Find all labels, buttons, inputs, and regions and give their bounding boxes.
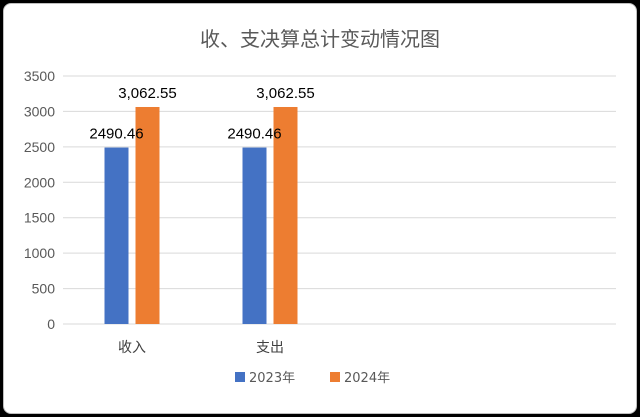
- data-labels: 2490.46 3,062.55 2490.46 3,062.55: [89, 85, 314, 143]
- legend: 2023年 2024年: [235, 371, 390, 386]
- y-tick-label: 2000: [24, 174, 55, 190]
- y-tick-label: 0: [47, 316, 55, 332]
- legend-label: 2023年: [249, 371, 295, 386]
- y-tick-label: 3000: [24, 103, 55, 119]
- legend-label: 2024年: [344, 371, 390, 386]
- bar-收入-2024年: [135, 106, 160, 324]
- y-tick-label: 3500: [24, 68, 55, 84]
- data-label: 3,062.55: [256, 85, 314, 102]
- x-axis-categories: 收入 支出: [118, 340, 284, 356]
- x-category-label: 支出: [256, 340, 284, 356]
- bar-chart: 收、支决算总计变动情况图 0 500 1000 1500 2000 2500 3000 350…: [24, 27, 616, 386]
- legend-swatch: [235, 372, 245, 382]
- bar-支出-2024年: [273, 106, 298, 324]
- y-tick-label: 500: [32, 281, 56, 297]
- y-tick-label: 2500: [24, 139, 55, 155]
- bar-支出-2023年: [242, 147, 267, 324]
- y-tick-label: 1000: [24, 245, 55, 261]
- legend-swatch: [330, 372, 340, 382]
- bar-收入-2023年: [104, 147, 129, 324]
- y-tick-label: 1500: [24, 210, 55, 226]
- x-category-label: 收入: [118, 340, 146, 356]
- data-label: 2490.46: [89, 126, 143, 143]
- data-label: 2490.46: [227, 126, 281, 143]
- bars: [104, 106, 298, 324]
- chart-frame: 收、支决算总计变动情况图 0 500 1000 1500 2000 2500 3000 350…: [3, 3, 637, 414]
- data-label: 3,062.55: [118, 85, 176, 102]
- y-axis-ticks: 0 500 1000 1500 2000 2500 3000 3500: [24, 68, 55, 332]
- chart-title: 收、支决算总计变动情况图: [200, 27, 440, 51]
